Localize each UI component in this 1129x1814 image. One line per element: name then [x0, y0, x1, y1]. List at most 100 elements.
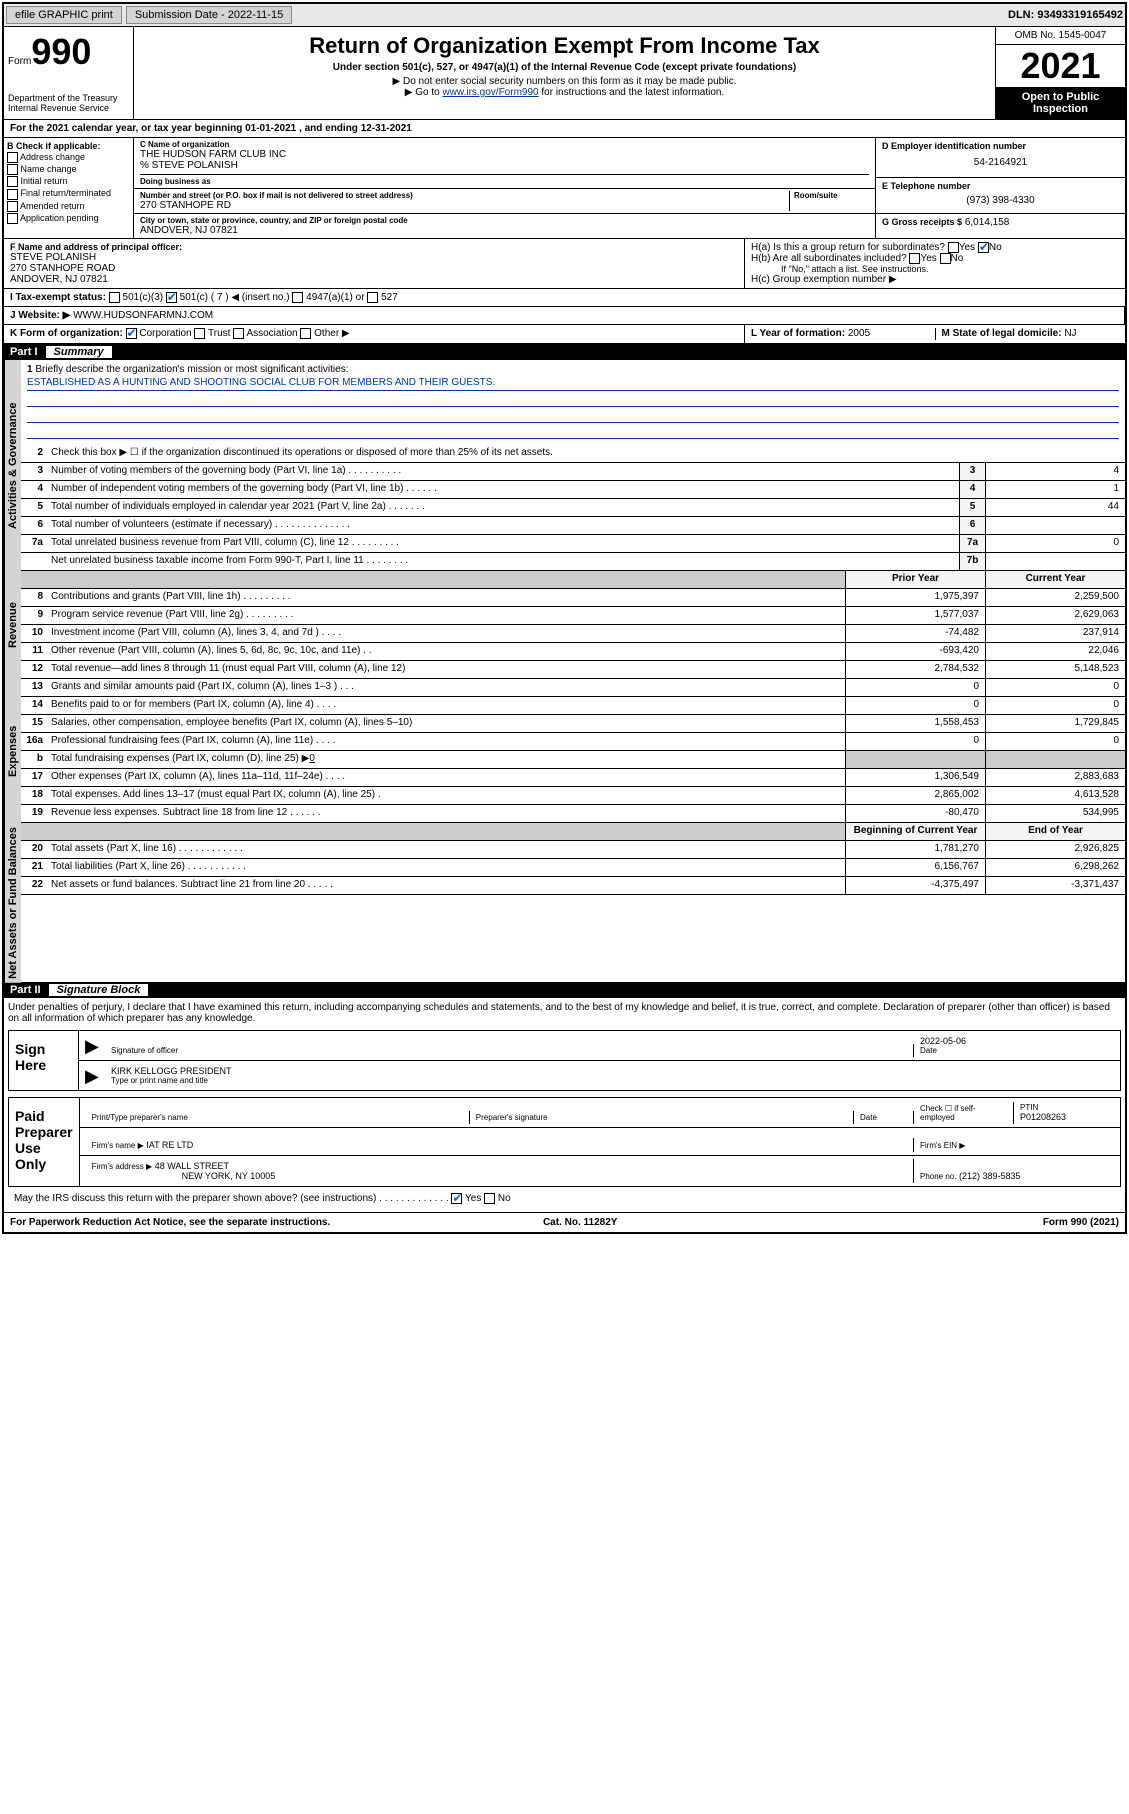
l4: Number of independent voting members of … [47, 481, 959, 498]
m-val: NJ [1064, 328, 1076, 339]
i-row: I Tax-exempt status: 501(c)(3) 501(c) ( … [4, 289, 1125, 307]
jlm-row: J Website: ▶ WWW.HUDSONFARMNJ.COM [4, 307, 1125, 325]
v19p: -80,470 [845, 805, 985, 822]
arrow-icon: ▶ [85, 1036, 105, 1057]
ha-txt: H(a) Is this a group return for subordin… [751, 242, 945, 253]
irs-link[interactable]: www.irs.gov/Form990 [442, 87, 538, 98]
no2: No [498, 1194, 511, 1205]
sign-here-label: Sign Here [9, 1031, 79, 1090]
line-21: 21Total liabilities (Part X, line 26) . … [21, 859, 1125, 877]
f-lbl: F Name and address of principal officer: [10, 242, 738, 252]
firm-name-cell: Firm's name ▶ IAT RE LTD [86, 1138, 914, 1152]
form-word: Form [8, 56, 31, 67]
l2: Check this box ▶ ☐ if the organization d… [47, 445, 1125, 462]
ptin-val: P01208263 [1020, 1112, 1108, 1122]
checkbox-icon[interactable] [292, 292, 303, 303]
l21: Total liabilities (Part X, line 26) . . … [47, 859, 845, 876]
firm-city: NEW YORK, NY 10005 [92, 1171, 907, 1181]
footer-mid: Cat. No. 11282Y [543, 1217, 617, 1228]
col-de: D Employer identification number 54-2164… [875, 138, 1125, 238]
checkbox-icon[interactable] [300, 328, 311, 339]
v14c: 0 [985, 697, 1125, 714]
v20p: 1,781,270 [845, 841, 985, 858]
line-9: 9Program service revenue (Part VIII, lin… [21, 607, 1125, 625]
hb-txt: H(b) Are all subordinates included? [751, 253, 907, 264]
checkbox-icon[interactable] [166, 292, 177, 303]
cy: Current Year [985, 571, 1125, 588]
shade [845, 751, 985, 768]
cb-address: Address change [7, 152, 130, 163]
v11c: 22,046 [985, 643, 1125, 660]
firm-name-row: Firm's name ▶ IAT RE LTD Firm's EIN ▶ [80, 1128, 1120, 1156]
line-22: 22Net assets or fund balances. Subtract … [21, 877, 1125, 895]
l10: Investment income (Part VIII, column (A)… [47, 625, 845, 642]
l19: Revenue less expenses. Subtract line 18 … [47, 805, 845, 822]
l16b-val: 0 [309, 753, 315, 764]
v12c: 5,148,523 [985, 661, 1125, 678]
cb-amended: Amended return [7, 201, 130, 212]
checkbox-icon[interactable] [7, 164, 18, 175]
date-lbl2: Date [860, 1113, 907, 1122]
l18: Total expenses. Add lines 13–17 (must eq… [47, 787, 845, 804]
header-sub2: ▶ Do not enter social security numbers o… [140, 76, 989, 87]
v16ap: 0 [845, 733, 985, 750]
h-block: H(a) Is this a group return for subordin… [745, 239, 1125, 288]
city: ANDOVER, NJ 07821 [140, 225, 869, 236]
self-emp-cell: Check ☐ if self-employed [914, 1102, 1014, 1124]
yes: Yes [959, 242, 975, 253]
v21p: 6,156,767 [845, 859, 985, 876]
l5: Total number of individuals employed in … [47, 499, 959, 516]
v13c: 0 [985, 679, 1125, 696]
corp: Corporation [139, 329, 191, 340]
l13: Grants and similar amounts paid (Part IX… [47, 679, 845, 696]
checkbox-icon[interactable] [948, 242, 959, 253]
checkbox-icon[interactable] [7, 176, 18, 187]
ha-row: H(a) Is this a group return for subordin… [751, 242, 1119, 253]
checkbox-icon[interactable] [194, 328, 205, 339]
checkbox-icon[interactable] [7, 201, 18, 212]
header-right-block: OMB No. 1545-0047 2021 Open to Public In… [995, 27, 1125, 119]
part2-title: Signature Block [49, 984, 149, 996]
hc-txt: H(c) Group exemption number ▶ [751, 274, 1119, 285]
checkbox-icon[interactable] [7, 189, 18, 200]
checkbox-icon[interactable] [7, 152, 18, 163]
checkbox-icon[interactable] [367, 292, 378, 303]
app-pending: Application pending [20, 213, 99, 223]
phone-row: E Telephone number (973) 398-4330 [876, 178, 1125, 214]
netassets-section: Net Assets or Fund Balances Beginning of… [4, 823, 1125, 983]
l11: Other revenue (Part VIII, column (A), li… [47, 643, 845, 660]
checkbox-icon[interactable] [7, 213, 18, 224]
final-return: Final return/terminated [21, 188, 112, 198]
checkbox-icon[interactable] [126, 328, 137, 339]
mission-line [27, 409, 1119, 423]
l22: Net assets or fund balances. Subtract li… [47, 877, 845, 894]
l6: Total number of volunteers (estimate if … [47, 517, 959, 534]
checkbox-icon[interactable] [909, 253, 920, 264]
checkbox-icon[interactable] [233, 328, 244, 339]
l14: Benefits paid to or for members (Part IX… [47, 697, 845, 714]
mission-line [27, 393, 1119, 407]
v22p: -4,375,497 [845, 877, 985, 894]
part2-num: Part II [10, 984, 49, 996]
efile-print-button[interactable]: efile GRAPHIC print [6, 6, 122, 24]
checkbox-icon[interactable] [940, 253, 951, 264]
submission-date-button[interactable]: Submission Date - 2022-11-15 [126, 6, 292, 24]
firm-phone-cell: Phone no. (212) 389-5835 [914, 1169, 1114, 1183]
checkbox-icon[interactable] [978, 242, 989, 253]
checkbox-icon[interactable] [484, 1193, 495, 1204]
l16a: Professional fundraising fees (Part IX, … [47, 733, 845, 750]
checkbox-icon[interactable] [109, 292, 120, 303]
open-to-public: Open to Public Inspection [996, 87, 1125, 119]
mission-block: 1 Briefly describe the organization's mi… [21, 360, 1125, 445]
city-lbl: City or town, state or province, country… [140, 216, 869, 225]
v3: 4 [985, 463, 1125, 480]
form-number: 990 [31, 31, 91, 72]
dba-lbl: Doing business as [140, 174, 869, 186]
arrow-icon: ▶ [85, 1066, 105, 1087]
4947: 4947(a)(1) or [306, 292, 364, 303]
line-7a: 7aTotal unrelated business revenue from … [21, 535, 1125, 553]
checkbox-icon[interactable] [451, 1193, 462, 1204]
line-14: 14Benefits paid to or for members (Part … [21, 697, 1125, 715]
v22c: -3,371,437 [985, 877, 1125, 894]
v18c: 4,613,528 [985, 787, 1125, 804]
